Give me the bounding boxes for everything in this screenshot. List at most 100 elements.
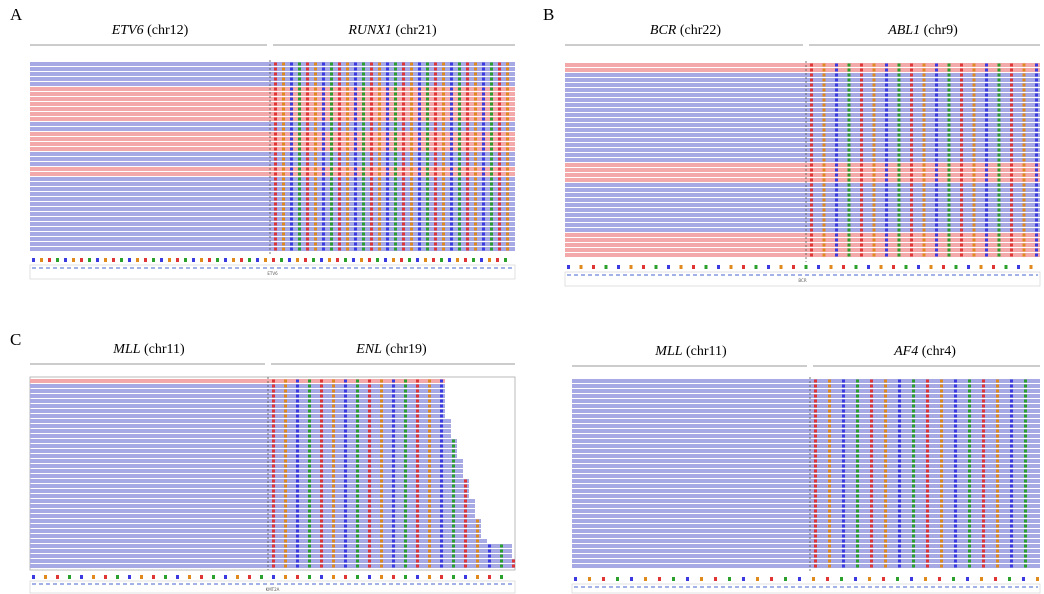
- base-call: [404, 525, 407, 528]
- base-call: [362, 133, 365, 136]
- base-call: [394, 208, 397, 211]
- base-call: [1010, 505, 1013, 508]
- base-call: [960, 154, 963, 157]
- base-call: [378, 193, 381, 196]
- base-call: [402, 188, 405, 191]
- base-call: [842, 465, 845, 468]
- base-call: [392, 420, 395, 423]
- base-call: [948, 144, 951, 147]
- base-call: [474, 93, 477, 96]
- base-call: [1023, 124, 1026, 127]
- base-call: [320, 480, 323, 483]
- reference-base: [416, 258, 419, 262]
- base-call: [490, 158, 493, 161]
- base-call: [274, 248, 277, 251]
- reference-base: [356, 575, 359, 579]
- base-call: [330, 138, 333, 141]
- base-call: [362, 103, 365, 106]
- base-call: [466, 118, 469, 121]
- base-call: [284, 455, 287, 458]
- base-call: [320, 390, 323, 393]
- base-call: [873, 64, 876, 67]
- base-call: [368, 440, 371, 443]
- base-call: [442, 158, 445, 161]
- base-call: [823, 99, 826, 102]
- base-call: [368, 555, 371, 558]
- base-call: [404, 510, 407, 513]
- base-call: [426, 103, 429, 106]
- base-call: [370, 123, 373, 126]
- read: [565, 138, 1040, 142]
- base-call: [308, 460, 311, 463]
- base-call: [873, 94, 876, 97]
- base-call: [370, 213, 373, 216]
- base-call: [814, 400, 817, 403]
- base-call: [490, 128, 493, 131]
- base-call: [1010, 380, 1013, 383]
- base-call: [416, 555, 419, 558]
- base-call: [380, 440, 383, 443]
- base-call: [330, 178, 333, 181]
- base-call: [960, 109, 963, 112]
- base-call: [306, 233, 309, 236]
- base-call: [386, 108, 389, 111]
- base-call: [910, 224, 913, 227]
- base-call: [860, 109, 863, 112]
- base-call: [1023, 94, 1026, 97]
- base-call: [394, 168, 397, 171]
- base-call: [910, 124, 913, 127]
- base-call: [835, 144, 838, 147]
- base-call: [370, 148, 373, 151]
- base-call: [306, 138, 309, 141]
- base-call: [982, 520, 985, 523]
- base-call: [378, 238, 381, 241]
- reference-base: [432, 258, 435, 262]
- base-call: [982, 545, 985, 548]
- base-call: [884, 400, 887, 403]
- base-call: [392, 525, 395, 528]
- base-call: [996, 505, 999, 508]
- base-call: [314, 183, 317, 186]
- base-call: [960, 119, 963, 122]
- base-call: [940, 380, 943, 383]
- base-call: [354, 113, 357, 116]
- base-call: [898, 450, 901, 453]
- base-call: [985, 149, 988, 152]
- base-call: [450, 213, 453, 216]
- base-call: [380, 505, 383, 508]
- base-call: [458, 143, 461, 146]
- base-call: [284, 540, 287, 543]
- base-call: [884, 550, 887, 553]
- base-call: [426, 183, 429, 186]
- base-call: [823, 129, 826, 132]
- base-call: [985, 189, 988, 192]
- base-call: [873, 84, 876, 87]
- base-call: [490, 148, 493, 151]
- base-call: [466, 153, 469, 156]
- base-call: [434, 188, 437, 191]
- base-call: [386, 78, 389, 81]
- base-call: [814, 480, 817, 483]
- base-call: [322, 248, 325, 251]
- base-call: [442, 133, 445, 136]
- base-call: [330, 73, 333, 76]
- base-call: [434, 193, 437, 196]
- base-call: [404, 465, 407, 468]
- track-label: BCR: [798, 278, 806, 283]
- base-call: [835, 189, 838, 192]
- base-call: [306, 98, 309, 101]
- base-call: [1010, 445, 1013, 448]
- base-call: [885, 139, 888, 142]
- base-call: [898, 415, 901, 418]
- base-call: [378, 103, 381, 106]
- reference-base: [742, 265, 745, 269]
- base-call: [356, 470, 359, 473]
- base-call: [935, 249, 938, 252]
- base-call: [948, 139, 951, 142]
- base-call: [998, 99, 1001, 102]
- base-call: [898, 154, 901, 157]
- base-call: [338, 123, 341, 126]
- base-call: [416, 515, 419, 518]
- base-call: [482, 88, 485, 91]
- base-call: [885, 239, 888, 242]
